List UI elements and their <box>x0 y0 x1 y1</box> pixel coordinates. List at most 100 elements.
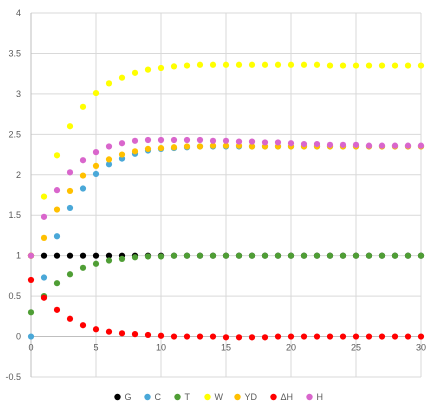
data-point-T <box>365 252 373 259</box>
data-point-YD <box>183 143 191 150</box>
data-point-W <box>274 61 282 68</box>
data-point-H <box>378 333 386 340</box>
y-tick-label: 3.5 <box>8 48 21 58</box>
data-point-H <box>352 141 360 148</box>
data-point-C <box>105 161 113 168</box>
data-point-W <box>248 61 256 68</box>
data-point-H <box>261 139 269 146</box>
data-point-T <box>196 252 204 259</box>
data-point-H <box>105 328 113 335</box>
data-point-W <box>118 74 126 81</box>
data-point-H <box>339 333 347 340</box>
data-point-H <box>248 334 256 341</box>
y-tick-label: 2.5 <box>8 129 21 139</box>
data-point-YD <box>209 142 217 149</box>
data-point-W <box>352 62 360 69</box>
x-tick-label: 25 <box>351 343 361 353</box>
data-point-W <box>144 66 152 73</box>
data-point-T <box>170 252 178 259</box>
data-point-YD <box>196 143 204 150</box>
data-point-G <box>66 252 74 259</box>
data-point-H <box>53 187 61 194</box>
legend-label: C <box>155 392 162 402</box>
data-point-T <box>183 252 191 259</box>
legend-label: ΔH <box>281 392 294 402</box>
x-tick-label: 0 <box>28 343 33 353</box>
data-point-H <box>300 140 308 148</box>
legend-label: G <box>125 392 132 402</box>
data-point-T <box>326 252 334 259</box>
data-point-W <box>378 62 386 69</box>
data-point-W <box>404 62 412 69</box>
data-point-H <box>79 157 87 164</box>
data-point-W <box>157 64 165 72</box>
data-point-YD <box>144 145 152 152</box>
data-point-W <box>196 61 204 68</box>
data-point-H <box>222 334 230 341</box>
data-point-W <box>365 62 373 69</box>
y-tick-label: 0 <box>16 332 21 342</box>
data-point-W <box>92 89 100 97</box>
data-point-H <box>417 142 425 149</box>
data-point-G <box>79 252 87 259</box>
x-tick-label: 30 <box>416 343 426 353</box>
data-point-T <box>209 252 217 259</box>
data-point-H <box>209 333 217 340</box>
data-point-W <box>209 61 217 68</box>
data-point-T <box>417 252 425 259</box>
data-point-T <box>144 253 152 260</box>
data-point-H <box>404 333 412 340</box>
legend-marker <box>174 393 181 401</box>
data-point-G <box>40 252 48 259</box>
data-point-YD <box>131 148 139 155</box>
data-point-W <box>326 62 334 69</box>
data-point-H <box>40 294 48 301</box>
data-point-H <box>339 141 347 148</box>
data-point-YD <box>66 187 74 195</box>
data-point-H <box>196 136 204 144</box>
data-point-T <box>92 260 100 267</box>
data-point-H <box>196 333 204 340</box>
data-point-T <box>131 254 139 261</box>
data-point-T <box>404 252 412 259</box>
data-point-G <box>53 252 61 259</box>
data-point-H <box>118 330 126 337</box>
data-point-T <box>79 264 87 271</box>
data-point-T <box>105 257 113 264</box>
data-point-H <box>326 333 334 340</box>
data-point-C <box>40 274 48 281</box>
data-point-H <box>131 331 139 338</box>
data-point-T <box>339 252 347 259</box>
data-point-W <box>222 61 230 68</box>
data-point-T <box>66 271 74 278</box>
data-point-H <box>66 169 74 176</box>
data-point-YD <box>170 144 178 151</box>
legend-marker <box>114 393 121 401</box>
data-point-T <box>157 253 165 260</box>
data-point-C <box>27 333 35 340</box>
data-point-T <box>118 255 126 263</box>
data-point-T <box>274 252 282 259</box>
data-point-T <box>300 252 308 259</box>
data-point-G <box>92 252 100 259</box>
data-point-H <box>300 333 308 340</box>
data-point-YD <box>248 143 256 150</box>
data-point-H <box>274 333 282 340</box>
data-point-H <box>248 138 256 145</box>
data-point-H <box>183 333 191 340</box>
data-point-H <box>417 333 425 340</box>
legend-marker <box>204 393 211 401</box>
data-point-H <box>92 149 100 156</box>
data-point-G <box>105 252 113 259</box>
y-tick-label: 2 <box>16 170 21 180</box>
data-point-T <box>222 252 230 259</box>
data-point-H <box>144 136 152 144</box>
data-point-H <box>274 139 282 146</box>
data-point-H <box>131 137 139 144</box>
data-point-W <box>391 62 399 69</box>
data-point-T <box>235 252 243 259</box>
data-point-H <box>235 334 243 341</box>
legend-marker <box>144 393 151 401</box>
